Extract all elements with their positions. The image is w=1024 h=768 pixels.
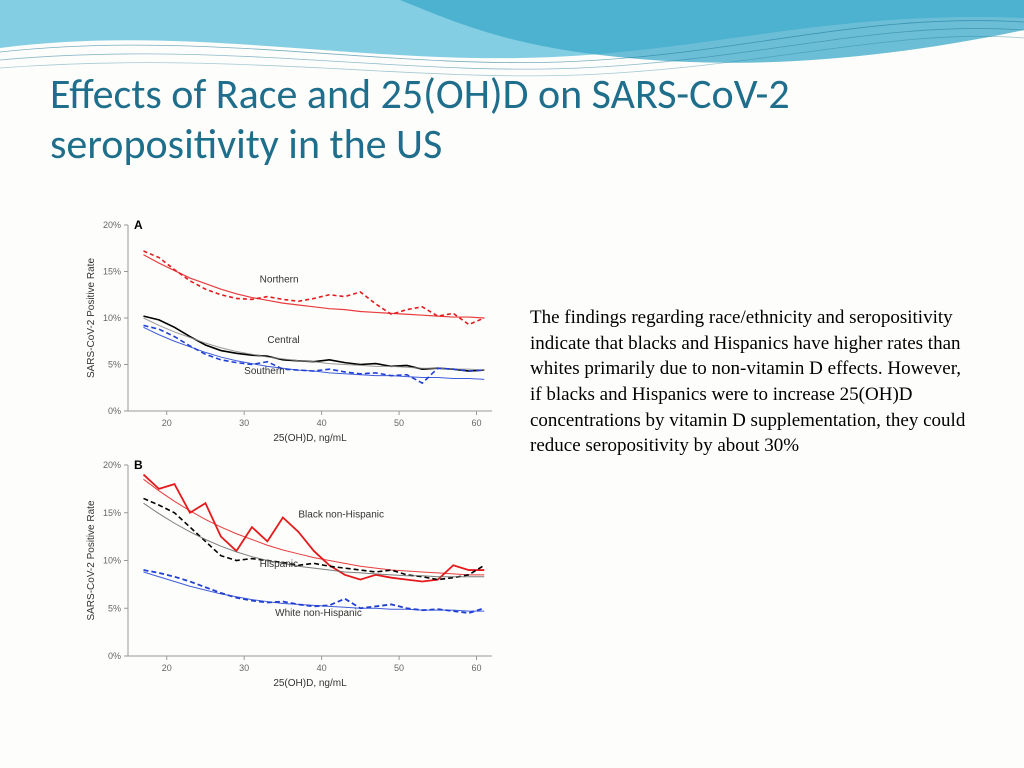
svg-text:SARS-CoV-2 Positive Rate: SARS-CoV-2 Positive Rate [86, 500, 97, 620]
svg-text:40: 40 [317, 418, 327, 428]
chart-container: 0% 5% 10% 15% 20% 20 30 40 50 60 Northern Central So… [80, 215, 500, 695]
svg-text:White non-Hispanic: White non-Hispanic [275, 608, 362, 619]
svg-text:5%: 5% [108, 360, 121, 370]
slide-body-text: The findings regarding race/ethnicity an… [530, 305, 970, 459]
svg-text:Hispanic: Hispanic [260, 559, 298, 570]
svg-text:10%: 10% [103, 556, 121, 566]
svg-text:30: 30 [239, 418, 249, 428]
svg-text:50: 50 [394, 418, 404, 428]
svg-text:B: B [134, 458, 143, 472]
svg-text:10%: 10% [103, 313, 121, 323]
svg-text:0%: 0% [108, 651, 121, 661]
svg-text:Black non-Hispanic: Black non-Hispanic [298, 510, 384, 521]
svg-text:A: A [134, 218, 143, 232]
svg-text:20%: 20% [103, 460, 121, 470]
svg-text:Southern: Southern [244, 366, 285, 377]
svg-text:20%: 20% [103, 220, 121, 230]
svg-text:60: 60 [472, 663, 482, 673]
svg-text:30: 30 [239, 663, 249, 673]
svg-text:25(OH)D, ng/mL: 25(OH)D, ng/mL [273, 678, 347, 689]
svg-text:SARS-CoV-2 Positive Rate: SARS-CoV-2 Positive Rate [86, 258, 97, 378]
svg-text:40: 40 [317, 663, 327, 673]
svg-text:Northern: Northern [260, 275, 299, 286]
svg-text:20: 20 [162, 418, 172, 428]
svg-text:Central: Central [267, 335, 299, 346]
svg-text:5%: 5% [108, 603, 121, 613]
svg-text:60: 60 [472, 418, 482, 428]
svg-text:25(OH)D, ng/mL: 25(OH)D, ng/mL [273, 433, 347, 444]
svg-text:0%: 0% [108, 406, 121, 416]
svg-text:20: 20 [162, 663, 172, 673]
svg-text:15%: 15% [103, 508, 121, 518]
svg-text:15%: 15% [103, 267, 121, 277]
slide-title: Effects of Race and 25(OH)D on SARS-CoV-… [50, 70, 970, 171]
svg-text:50: 50 [394, 663, 404, 673]
